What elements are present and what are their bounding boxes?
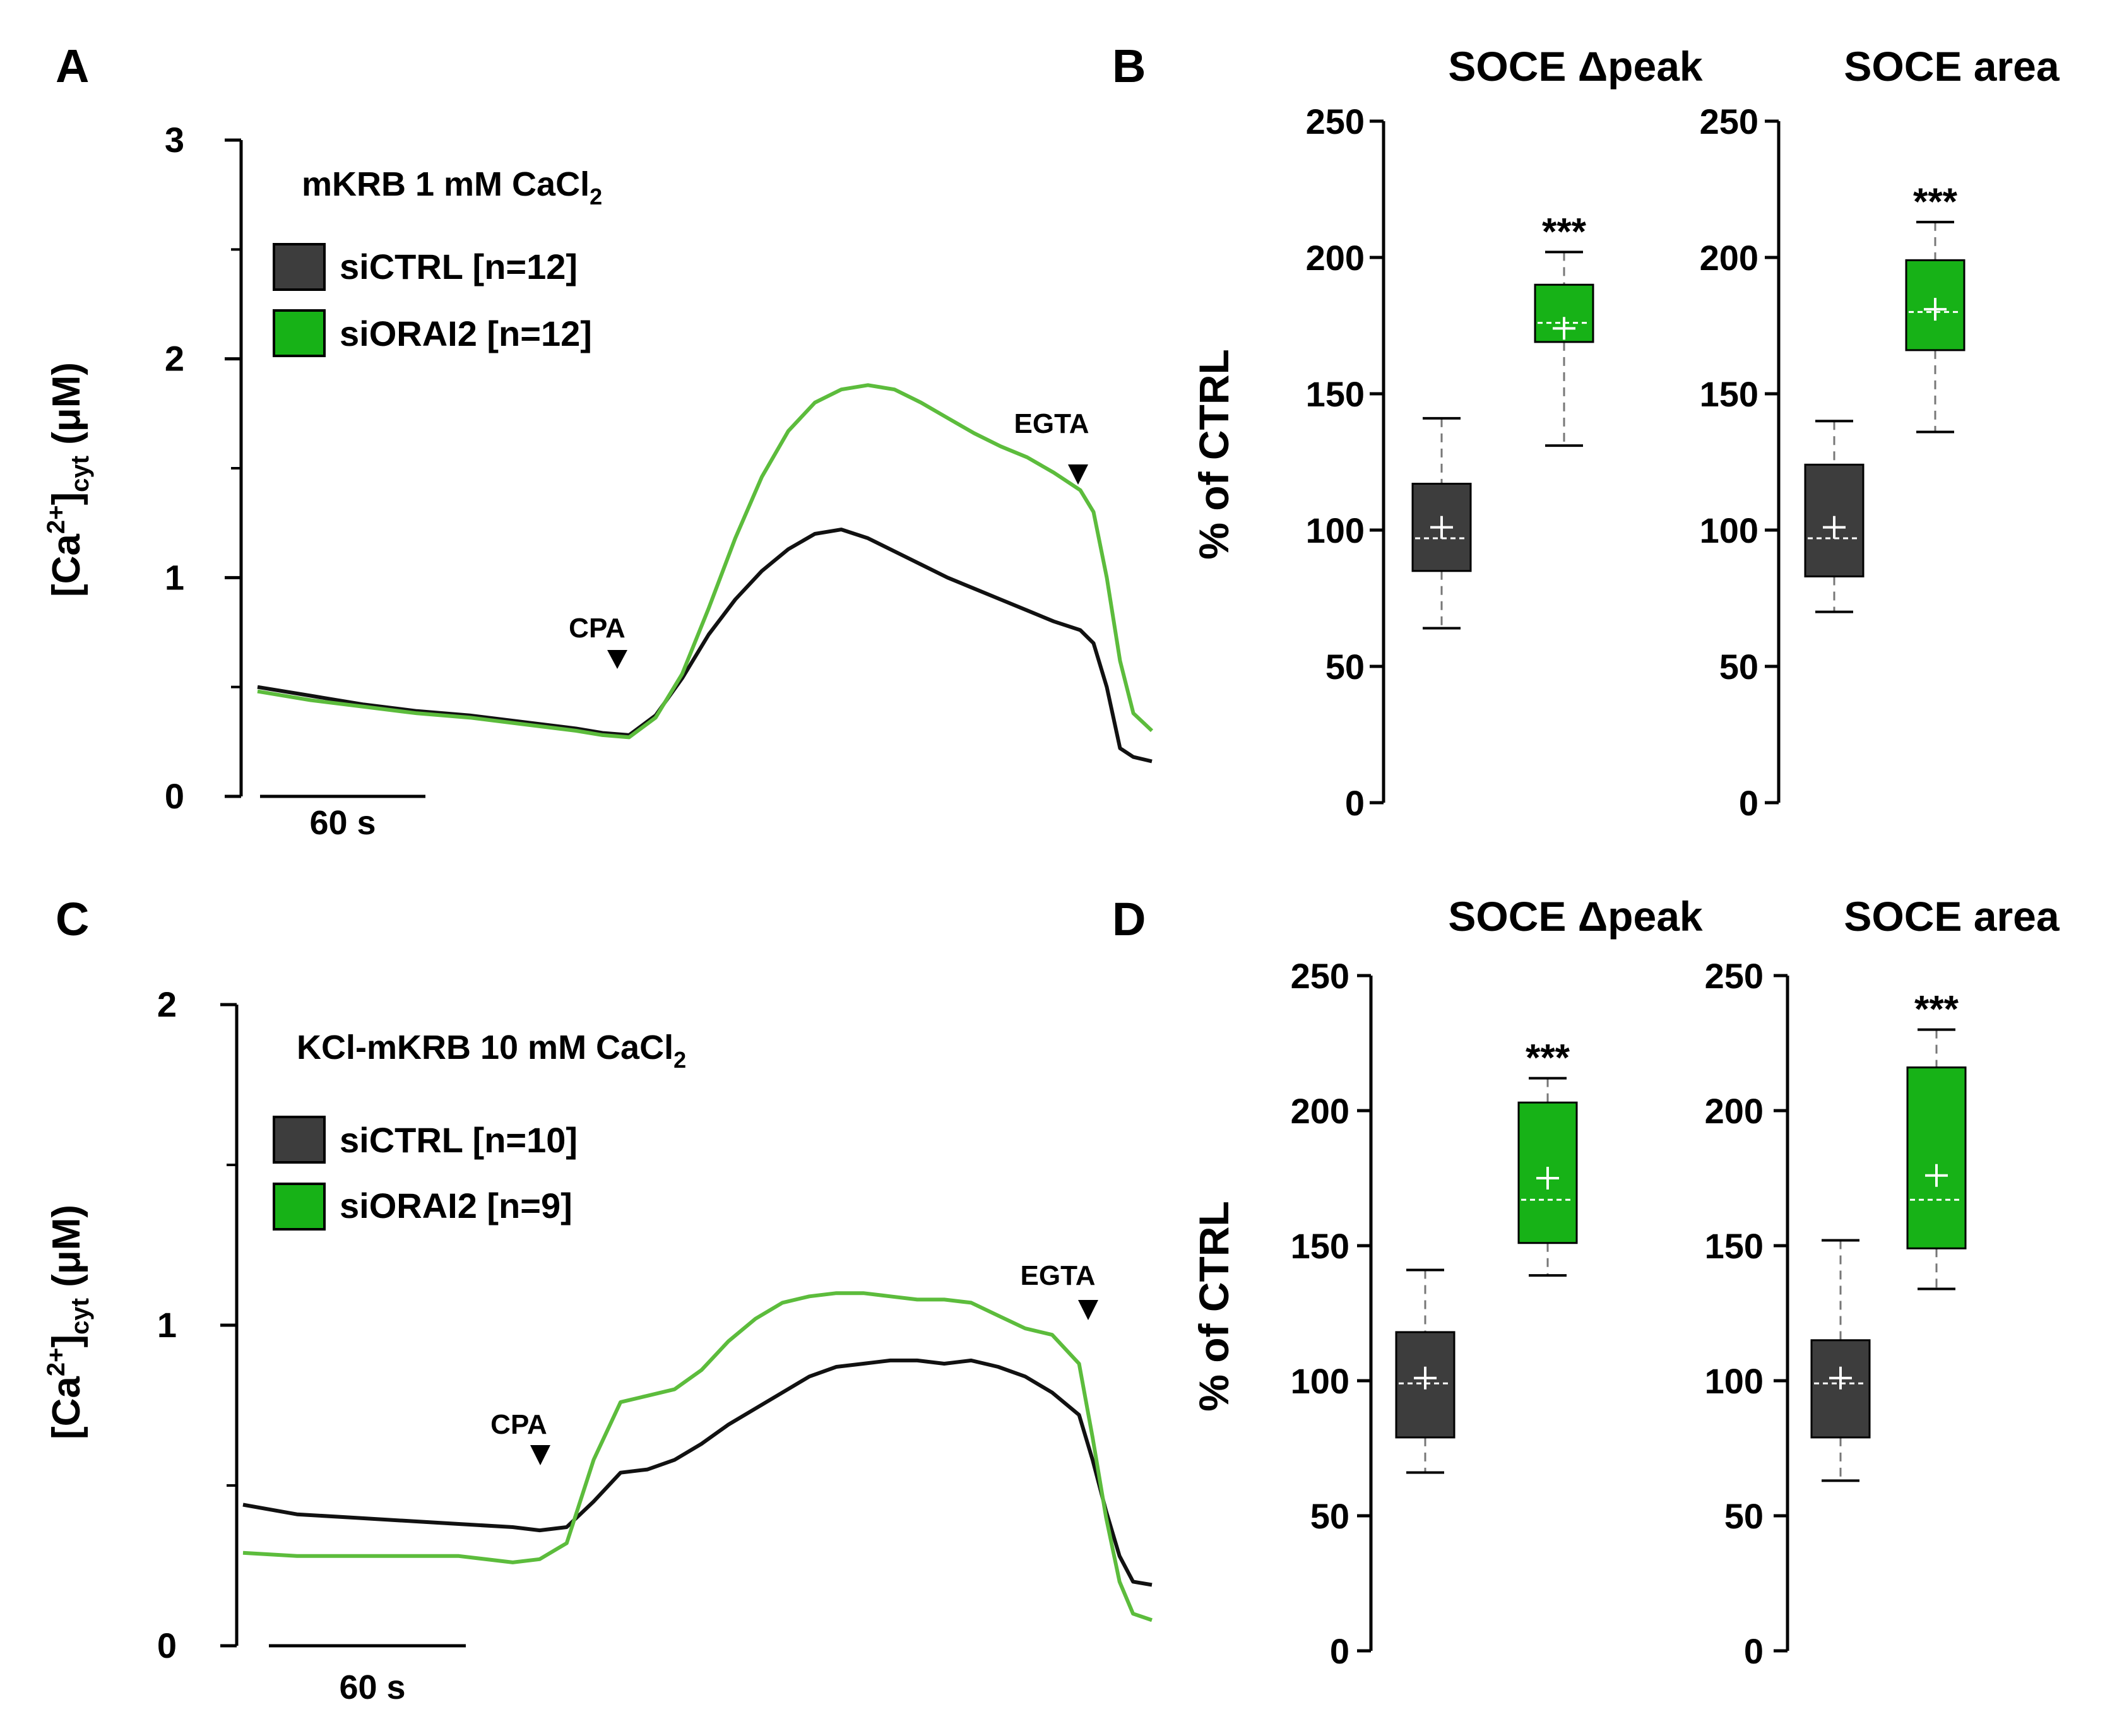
box-siorai2: [1905, 259, 1966, 351]
legend-swatch-orai2-a: [273, 309, 326, 357]
significance-stars: ***: [1542, 210, 1587, 252]
legend-label-ctrl-a: siCTRL [n=12]: [340, 247, 578, 286]
box-y-tick-label-B-peak: 150: [1306, 374, 1365, 414]
y-axis-title-b: % of CTRL: [1190, 349, 1237, 560]
marker-label-egta-c: EGTA: [1021, 1260, 1096, 1291]
y-axis-title-d: % of CTRL: [1190, 1201, 1237, 1412]
marker-arrow-egta-c: [1078, 1300, 1098, 1320]
marker-arrow-egta-a: [1068, 464, 1088, 485]
y-axis-label-d: % of CTRL: [1190, 1201, 1237, 1412]
y-tick-label-C: 0: [157, 1626, 177, 1665]
panel-letter-c: C: [56, 893, 89, 945]
y-tick-label-A: 3: [165, 120, 184, 160]
condition-label-a: mKRB 1 mM CaCl2: [302, 165, 602, 210]
scalebar-label-a: 60 s: [309, 804, 376, 842]
box-title-B-area: SOCE area: [1844, 43, 2060, 90]
significance-stars: ***: [1526, 1037, 1570, 1079]
panel-letter-d: D: [1112, 893, 1146, 945]
box-y-tick-label-D-area: 250: [1705, 956, 1764, 996]
y-axis-c: 0 1 2: [157, 984, 239, 1665]
box-y-tick-label-B-peak: 250: [1306, 102, 1365, 141]
boxplot-b-area: SOCE area 0 50 100 150 200 250 ***: [1700, 43, 2060, 823]
box-y-tick-label-D-area: 200: [1705, 1091, 1764, 1131]
marker-label-cpa-a: CPA: [569, 613, 626, 644]
y-axis-label-b: % of CTRL: [1190, 349, 1237, 560]
box-y-tick-label-D-peak: 100: [1291, 1361, 1349, 1401]
box-y-tick-label-D-area: 0: [1744, 1631, 1764, 1671]
box-y-tick-label-D-peak: 50: [1310, 1496, 1349, 1536]
box-y-tick-label-D-area: 100: [1705, 1361, 1764, 1401]
legend-swatch-ctrl-c: [273, 1116, 326, 1164]
trace-sictrl: [242, 1358, 1153, 1587]
box-y-tick-label-B-peak: 100: [1306, 511, 1365, 550]
y-axis-label-c: [Ca2+]cyt (μM): [42, 1205, 94, 1439]
significance-stars: ***: [1913, 180, 1958, 223]
y-tick-label-A: 1: [165, 557, 184, 597]
box-y-tick-label-D-area: 50: [1724, 1496, 1764, 1536]
y-axis-title-a: [Ca2+]cyt (μM): [42, 362, 94, 597]
box-y-tick-label-B-area: 50: [1719, 647, 1758, 687]
marker-label-egta-a: EGTA: [1014, 408, 1089, 439]
legend-label-orai2-a: siORAI2 [n=12]: [340, 314, 592, 353]
box-y-tick-label-B-area: 250: [1700, 102, 1758, 141]
chart-c: 012 [Ca2+]cyt (μM) KCl-mKRB 10 mM CaCl2 …: [42, 984, 1153, 1706]
legend-label-ctrl-c: siCTRL [n=10]: [340, 1120, 578, 1160]
traces-c: [242, 1291, 1153, 1622]
y-axis-label-a: [Ca2+]cyt (μM): [42, 362, 94, 597]
box-y-tick-label-D-area: 150: [1705, 1226, 1764, 1266]
box-y-tick-label-B-area: 150: [1700, 374, 1758, 414]
y-tick-label-A: 0: [165, 776, 184, 816]
panel-letter-b: B: [1112, 40, 1146, 92]
panel-letter-a: A: [56, 40, 89, 92]
box-y-tick-label-B-peak: 0: [1345, 783, 1365, 823]
y-tick-label-A: 2: [165, 339, 184, 379]
box-y-tick-label-B-area: 100: [1700, 511, 1758, 550]
trace-sictrl: [257, 528, 1153, 764]
boxplot-d-area: SOCE area 0 50 100 150 200 250 ***: [1705, 893, 2060, 1671]
legend-swatch-orai2-c: [273, 1183, 326, 1231]
box-title-B-peak: SOCE Δpeak: [1448, 43, 1703, 90]
boxplot-b-peak: SOCE Δpeak 0 50 100 150 200 250 ***: [1306, 43, 1703, 823]
y-tick-label-C: 1: [157, 1305, 177, 1345]
box-y-tick-label-D-peak: 200: [1291, 1091, 1349, 1131]
marker-arrow-cpa-a: [607, 650, 627, 669]
chart-a: 0 1 2 3 [Ca2+]cyt (μM) mKRB 1 mM CaCl2 siCT…: [42, 120, 1154, 842]
condition-label-c: KCl-mKRB 10 mM CaCl2: [297, 1029, 686, 1073]
box-title-D-peak: SOCE Δpeak: [1448, 893, 1703, 940]
box-siorai2: [1906, 1066, 1967, 1249]
marker-arrow-cpa-c: [530, 1445, 550, 1465]
boxplot-d-peak: SOCE Δpeak 0 50 100 150 200 250 ***: [1291, 893, 1703, 1671]
legend-label-orai2-c: siORAI2 [n=9]: [340, 1186, 572, 1225]
box-y-tick-label-B-peak: 200: [1306, 238, 1365, 278]
box-y-tick-label-D-peak: 0: [1330, 1631, 1349, 1671]
y-axis-title-c: [Ca2+]cyt (μM): [42, 1205, 94, 1439]
marker-label-cpa-c: CPA: [490, 1409, 547, 1440]
box-y-tick-label-B-area: 0: [1739, 783, 1758, 823]
box-title-D-area: SOCE area: [1844, 893, 2060, 940]
trace-siorai2: [257, 383, 1154, 740]
box-y-tick-label-D-peak: 250: [1291, 956, 1349, 996]
y-tick-label-C: 2: [157, 984, 177, 1024]
legend-swatch-ctrl-a: [273, 243, 326, 291]
y-axis-a: 0 1 2 3: [165, 120, 243, 816]
box-y-tick-label-B-area: 200: [1700, 238, 1758, 278]
box-y-tick-label-D-peak: 150: [1291, 1226, 1349, 1266]
box-y-tick-label-B-peak: 50: [1325, 647, 1365, 687]
significance-stars: ***: [1914, 988, 1959, 1030]
traces-a: [257, 383, 1154, 764]
scalebar-label-c: 60 s: [339, 1668, 405, 1706]
trace-siorai2: [242, 1291, 1153, 1622]
